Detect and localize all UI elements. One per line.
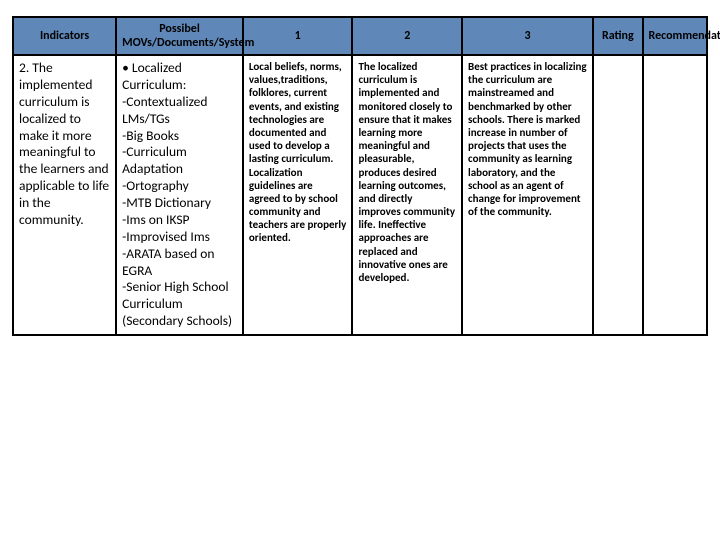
header-rating: Rating [593,17,642,55]
header-indicators: Indicators [13,17,116,55]
header-level-2: 2 [352,17,462,55]
header-recommendation: Recommendation [643,17,707,55]
cell-level-3: Best practices in localizing the curricu… [462,55,593,335]
cell-level-1: Local beliefs, norms, values,traditions,… [243,55,353,335]
table-header-row: Indicators Possibel MOVs/Documents/Syste… [13,17,707,55]
cell-rating [593,55,642,335]
cell-level-2: The localized curriculum is implemented … [352,55,462,335]
header-level-1: 1 [243,17,353,55]
cell-indicator: 2. The implemented curriculum is localiz… [13,55,116,335]
header-level-3: 3 [462,17,593,55]
rubric-table: Indicators Possibel MOVs/Documents/Syste… [12,16,708,336]
cell-recommendation [643,55,707,335]
header-movs: Possibel MOVs/Documents/System [116,17,243,55]
table-row: 2. The implemented curriculum is localiz… [13,55,707,335]
cell-movs: • Localized Curriculum:-Contextualized L… [116,55,243,335]
